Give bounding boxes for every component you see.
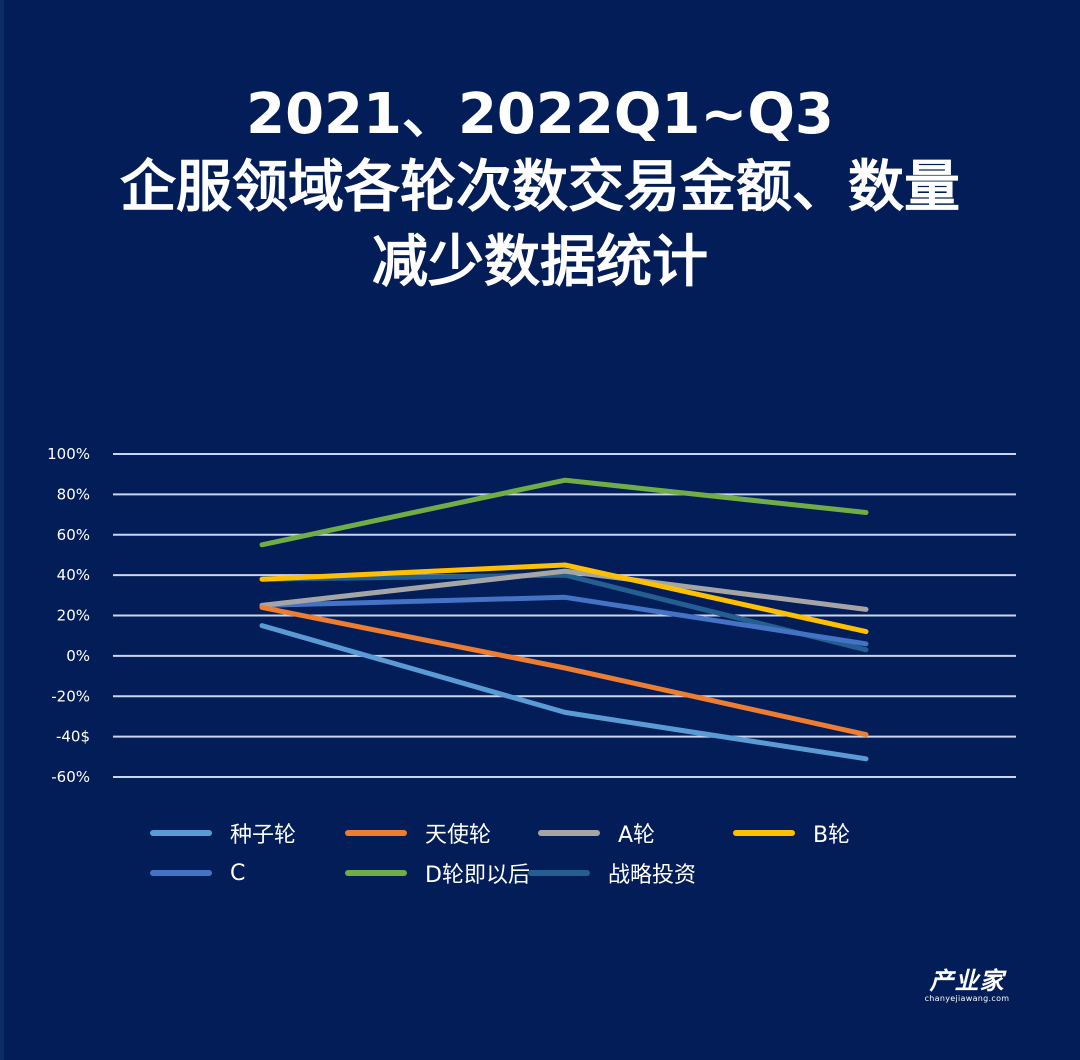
title-line-3: 减少数据统计 — [372, 230, 708, 295]
legend-item: A轮 — [538, 818, 655, 848]
series-line — [259, 594, 869, 647]
legend-swatch — [733, 830, 795, 836]
gridlines — [113, 453, 1016, 778]
legend-swatch — [150, 870, 212, 876]
title-line-2: 企服领域各轮次数交易金额、数量 — [120, 155, 960, 220]
series-line — [259, 477, 869, 548]
legend-label: 战略投资 — [608, 863, 697, 888]
legend-item: C — [150, 858, 245, 888]
left-edge — [0, 0, 4, 1060]
legend-label: B轮 — [813, 823, 851, 848]
legend-label: A轮 — [618, 823, 656, 848]
title-line-1: 2021、2022Q1~Q3 — [246, 82, 834, 147]
series-line — [259, 562, 869, 635]
y-tick-label: 40% — [57, 566, 90, 584]
legend-swatch — [528, 870, 590, 876]
series-line — [259, 568, 869, 612]
legend-item: D轮即以后 — [345, 858, 530, 888]
legend-swatch — [345, 830, 407, 836]
legend-label: C — [230, 860, 246, 886]
chart-title: 2021、2022Q1~Q3 企服领域各轮次数交易金额、数量 减少数据统计 — [0, 82, 1080, 298]
logo-text: 产业家 — [929, 967, 1005, 995]
y-axis-ticks: 100% 80% 60% 40% 20% 0% -20% -40$ -60% — [47, 445, 90, 786]
y-tick-label: 20% — [57, 607, 90, 625]
y-tick-label: -20% — [51, 687, 90, 705]
legend-swatch — [345, 870, 407, 876]
legend-swatch — [150, 830, 212, 836]
legend-item: B轮 — [733, 818, 850, 848]
series-lines — [259, 477, 869, 762]
series-line — [259, 623, 869, 762]
legend-item: 种子轮 — [150, 818, 296, 848]
legend-swatch — [538, 830, 600, 836]
y-tick-label: 100% — [47, 445, 90, 463]
legend-item: 天使轮 — [345, 818, 491, 848]
legend-label: 天使轮 — [425, 823, 492, 848]
y-tick-label: 60% — [57, 526, 90, 544]
legend-item: 战略投资 — [528, 858, 697, 888]
y-tick-label: -60% — [51, 768, 90, 786]
y-tick-label: -40$ — [56, 728, 90, 746]
legend-label: D轮即以后 — [425, 863, 530, 888]
legend-label: 种子轮 — [230, 823, 297, 848]
series-line — [259, 604, 869, 738]
brand-logo: 产业家 chanyejiawang.com — [912, 968, 1022, 1004]
y-tick-label: 80% — [57, 485, 90, 503]
series-line — [259, 572, 869, 653]
logo-url: chanyejiawang.com — [924, 994, 1010, 1003]
y-tick-label: 0% — [66, 647, 90, 665]
